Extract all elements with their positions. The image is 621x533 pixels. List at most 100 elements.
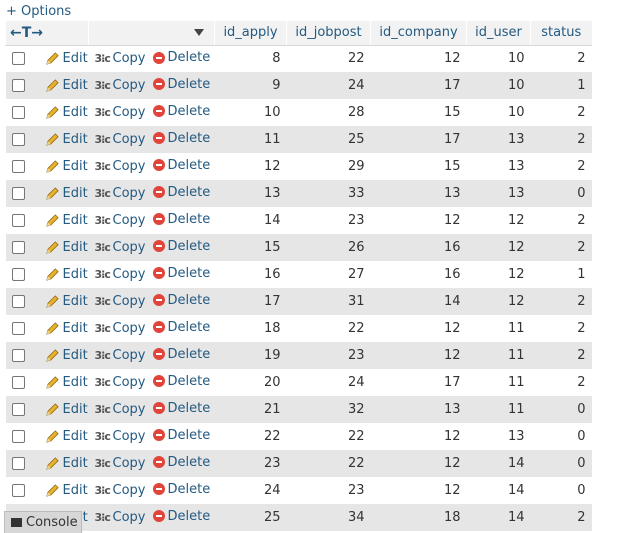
console-toggle[interactable]: Console	[4, 511, 82, 533]
row-checkbox[interactable]	[11, 106, 25, 119]
row-checkbox[interactable]	[11, 79, 25, 92]
delete-button[interactable]: Delete	[152, 103, 211, 119]
edit-button[interactable]: Edit	[45, 159, 88, 174]
table-row: Edit 3⁝c Copy Delete 22 22 12 13 0	[5, 423, 592, 450]
copy-label: Copy	[112, 294, 146, 309]
edit-cell: Edit	[39, 126, 89, 153]
edit-cell: Edit	[39, 342, 89, 369]
edit-button[interactable]: Edit	[45, 429, 88, 444]
copy-button[interactable]: 3⁝c Copy	[95, 186, 146, 201]
copy-cell: 3⁝c Copy	[89, 342, 147, 369]
column-header-status[interactable]: status	[530, 21, 592, 46]
pencil-icon	[45, 321, 60, 336]
sort-dropdown[interactable]	[88, 21, 215, 46]
edit-button[interactable]: Edit	[45, 51, 88, 66]
copy-button[interactable]: 3⁝c Copy	[95, 348, 146, 363]
edit-button[interactable]: Edit	[45, 375, 88, 390]
edit-button[interactable]: Edit	[45, 213, 88, 228]
copy-button[interactable]: 3⁝c Copy	[95, 213, 146, 228]
row-checkbox[interactable]	[11, 430, 25, 443]
delete-button[interactable]: Delete	[152, 428, 210, 443]
copy-label: Copy	[112, 213, 146, 228]
row-checkbox[interactable]	[11, 349, 25, 362]
copy-button[interactable]: 3⁝c Copy	[95, 402, 146, 417]
copy-button[interactable]: 3⁝c Copy	[95, 375, 146, 390]
edit-button[interactable]: Edit	[45, 240, 88, 255]
cell-id-user: 12	[507, 294, 525, 309]
copy-icon: 3⁝c	[94, 511, 111, 524]
edit-button[interactable]: Edit	[45, 294, 88, 309]
copy-button[interactable]: 3⁝c Copy	[95, 240, 146, 255]
row-checkbox-cell	[6, 261, 39, 288]
column-header-id-jobpost[interactable]: id_jobpost	[286, 21, 371, 46]
edit-button[interactable]: Edit	[45, 321, 88, 336]
row-checkbox[interactable]	[11, 241, 25, 254]
edit-button[interactable]: Edit	[45, 402, 88, 417]
row-checkbox[interactable]	[11, 214, 25, 227]
copy-button[interactable]: 3⁝c Copy	[95, 78, 146, 93]
column-header-id-user[interactable]: id_user	[466, 21, 531, 46]
column-header-id-apply[interactable]: id_apply	[214, 21, 287, 46]
pencil-icon	[45, 186, 60, 201]
copy-label: Copy	[112, 105, 146, 120]
row-checkbox[interactable]	[11, 268, 25, 281]
row-checkbox[interactable]	[11, 376, 25, 389]
copy-button[interactable]: 3⁝c Copy	[95, 321, 146, 336]
row-checkbox[interactable]	[11, 160, 25, 173]
copy-button[interactable]: 3⁝c Copy	[95, 105, 146, 120]
edit-button[interactable]: Edit	[45, 186, 88, 201]
column-header-id-company[interactable]: id_company	[370, 21, 467, 46]
row-checkbox[interactable]	[11, 484, 25, 497]
row-checkbox[interactable]	[11, 403, 25, 416]
edit-button[interactable]: Edit	[45, 267, 88, 282]
delete-label: Delete	[167, 238, 211, 254]
copy-button[interactable]: 3⁝c Copy	[95, 132, 146, 147]
edit-button[interactable]: Edit	[45, 456, 88, 471]
delete-button[interactable]: Delete	[152, 266, 210, 281]
row-checkbox[interactable]	[11, 52, 25, 66]
delete-button[interactable]: Delete	[152, 212, 210, 227]
copy-button[interactable]: 3⁝c Copy	[95, 429, 146, 444]
delete-label: Delete	[167, 103, 211, 119]
delete-button[interactable]: Delete	[152, 158, 210, 173]
copy-label: Copy	[112, 240, 146, 255]
copy-button[interactable]: 3⁝c Copy	[95, 159, 146, 174]
delete-button[interactable]: Delete	[152, 77, 210, 92]
row-checkbox[interactable]	[11, 187, 25, 200]
delete-button[interactable]: Delete	[152, 238, 211, 254]
edit-button[interactable]: Edit	[45, 132, 88, 147]
row-checkbox[interactable]	[11, 322, 25, 335]
copy-button[interactable]: 3⁝c Copy	[95, 267, 146, 282]
options-link[interactable]: + Options	[6, 4, 72, 19]
edit-button[interactable]: Edit	[45, 348, 88, 363]
copy-button[interactable]: 3⁝c Copy	[95, 483, 146, 498]
row-checkbox-cell	[6, 342, 39, 369]
delete-button[interactable]: Delete	[152, 347, 210, 362]
row-checkbox[interactable]	[11, 457, 25, 470]
row-checkbox[interactable]	[11, 133, 25, 146]
cell-status: 2	[577, 375, 586, 390]
delete-button[interactable]: Delete	[152, 455, 210, 470]
sort-triangle-icon[interactable]	[194, 29, 205, 37]
delete-button[interactable]: Delete	[152, 185, 210, 200]
delete-button[interactable]: Delete	[152, 50, 210, 65]
copy-button[interactable]: 3⁝c Copy	[95, 51, 146, 66]
delete-button[interactable]: Delete	[152, 509, 210, 524]
delete-button[interactable]: Delete	[152, 293, 210, 308]
pencil-icon	[45, 132, 60, 147]
copy-button[interactable]: 3⁝c Copy	[95, 294, 146, 309]
delete-button[interactable]: Delete	[152, 131, 210, 146]
row-checkbox[interactable]	[11, 295, 25, 308]
edit-button[interactable]: Edit	[45, 483, 88, 498]
copy-button[interactable]: 3⁝c Copy	[95, 510, 146, 525]
copy-button[interactable]: 3⁝c Copy	[95, 456, 146, 471]
delete-button[interactable]: Delete	[152, 482, 210, 497]
delete-button[interactable]: Delete	[152, 374, 210, 389]
edit-button[interactable]: Edit	[45, 78, 88, 93]
column-resize-arrows[interactable]: ←T→	[4, 21, 89, 46]
cell-id-jobpost: 23	[347, 483, 365, 498]
copy-cell: 3⁝c Copy	[89, 477, 147, 504]
delete-button[interactable]: Delete	[152, 401, 210, 416]
edit-button[interactable]: Edit	[45, 105, 88, 120]
delete-button[interactable]: Delete	[152, 320, 210, 335]
